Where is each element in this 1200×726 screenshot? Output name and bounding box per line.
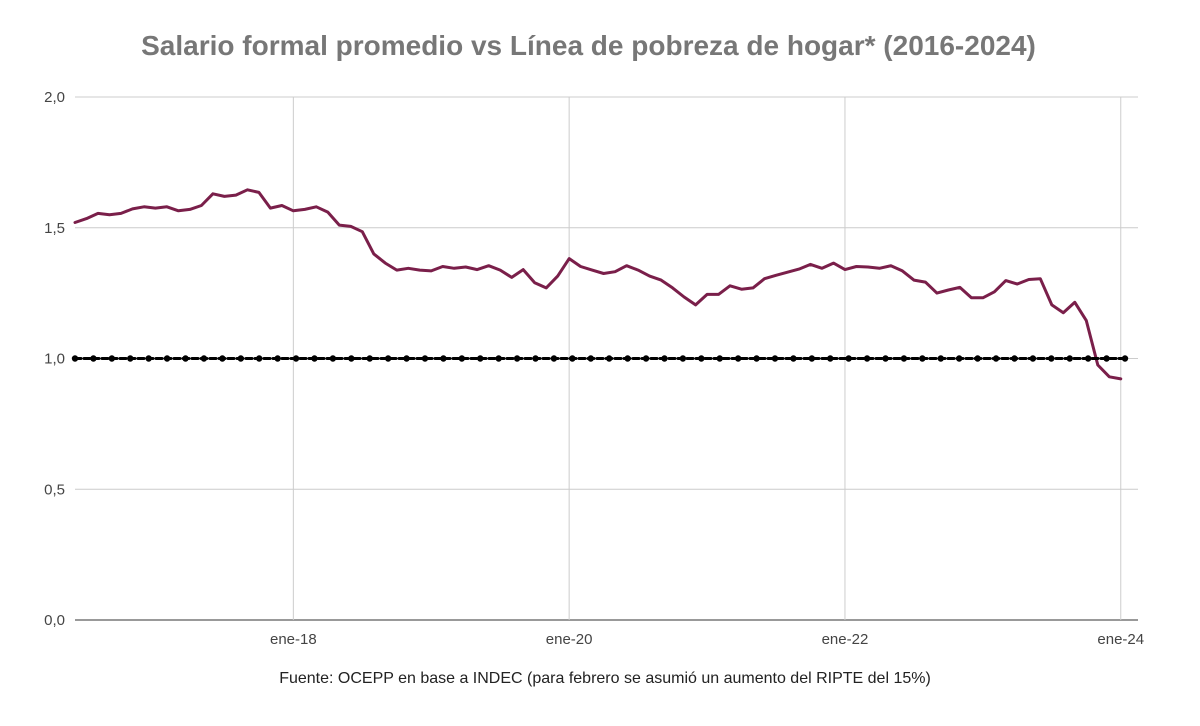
poverty-line-marker (1048, 355, 1055, 362)
poverty-line-marker (71, 355, 79, 362)
poverty-line-marker (237, 355, 244, 362)
poverty-line-marker (495, 355, 502, 362)
poverty-line-marker (329, 355, 337, 362)
x-tick-label-0: ene-18 (270, 631, 317, 648)
poverty-line-marker (1121, 355, 1129, 362)
poverty-line-marker (679, 355, 687, 362)
poverty-line-marker (569, 355, 576, 362)
poverty-line-marker (808, 355, 816, 362)
poverty-line-marker (421, 355, 429, 362)
poverty-line-marker (624, 355, 631, 362)
poverty-line-marker (790, 355, 797, 362)
poverty-line-marker (863, 355, 871, 362)
poverty-line-marker (845, 355, 852, 362)
poverty-line-marker (366, 355, 373, 362)
y-axis-ticks: 0,0 0,5 1,0 1,5 2,0 (44, 89, 65, 629)
poverty-line-marker (753, 355, 760, 362)
poverty-line-marker (274, 355, 281, 362)
poverty-line-marker (532, 355, 539, 362)
poverty-line-marker (827, 355, 834, 362)
poverty-line-marker (919, 355, 926, 362)
poverty-line-marker (256, 355, 263, 362)
poverty-line-marker (219, 355, 226, 362)
y-tick-label-4: 2,0 (44, 89, 65, 106)
poverty-line-marker (1011, 355, 1018, 362)
poverty-line-marker (642, 355, 650, 362)
poverty-line-marker (513, 355, 521, 362)
poverty-line-marker (477, 355, 484, 362)
source-note: Fuente: OCEPP en base a INDEC (para febr… (279, 670, 931, 687)
poverty-line-marker (882, 355, 889, 362)
poverty-line-marker (440, 355, 447, 362)
poverty-line-marker (292, 355, 300, 362)
poverty-line-marker (956, 355, 963, 362)
poverty-line-marker (90, 355, 97, 362)
chart-title: Salario formal promedio vs Línea de pobr… (141, 30, 1036, 61)
poverty-line-marker (771, 355, 779, 362)
poverty-line-marker (900, 355, 908, 362)
series-layer (71, 188, 1129, 381)
poverty-line-marker (1066, 355, 1073, 362)
y-tick-label-2: 1,0 (44, 351, 65, 368)
poverty-line-marker (348, 355, 355, 362)
poverty-line-marker (661, 355, 668, 362)
y-tick-label-0: 0,0 (44, 612, 65, 629)
poverty-line-marker (403, 355, 410, 362)
x-axis-ticks: ene-18 ene-20 ene-22 ene-24 (270, 631, 1144, 648)
x-tick-label-3: ene-24 (1097, 631, 1144, 648)
poverty-line-marker (145, 355, 152, 362)
poverty-line-marker (606, 355, 613, 362)
poverty-line-marker (163, 355, 171, 362)
poverty-line-marker (550, 355, 558, 362)
poverty-line-marker (311, 355, 318, 362)
poverty-line-marker (734, 355, 742, 362)
y-tick-label-1: 0,5 (44, 481, 65, 498)
poverty-line-marker (1103, 355, 1110, 362)
poverty-line-marker (1084, 355, 1092, 362)
poverty-line-marker (127, 355, 134, 362)
poverty-line-marker (182, 355, 189, 362)
x-tick-label-1: ene-20 (546, 631, 593, 648)
poverty-line-marker (716, 355, 723, 362)
poverty-line-marker (937, 355, 944, 362)
poverty-line-marker (974, 355, 981, 362)
poverty-line-marker (1029, 355, 1037, 362)
y-tick-label-3: 1,5 (44, 220, 65, 237)
poverty-line-marker (384, 355, 392, 362)
poverty-line-marker (458, 355, 466, 362)
poverty-line-marker (698, 355, 705, 362)
poverty-line-marker (992, 355, 1000, 362)
series-line-salario (73, 188, 1123, 381)
poverty-line-marker (108, 355, 116, 362)
x-tick-label-2: ene-22 (822, 631, 869, 648)
poverty-line-marker (587, 355, 594, 362)
poverty-line-marker (200, 355, 208, 362)
